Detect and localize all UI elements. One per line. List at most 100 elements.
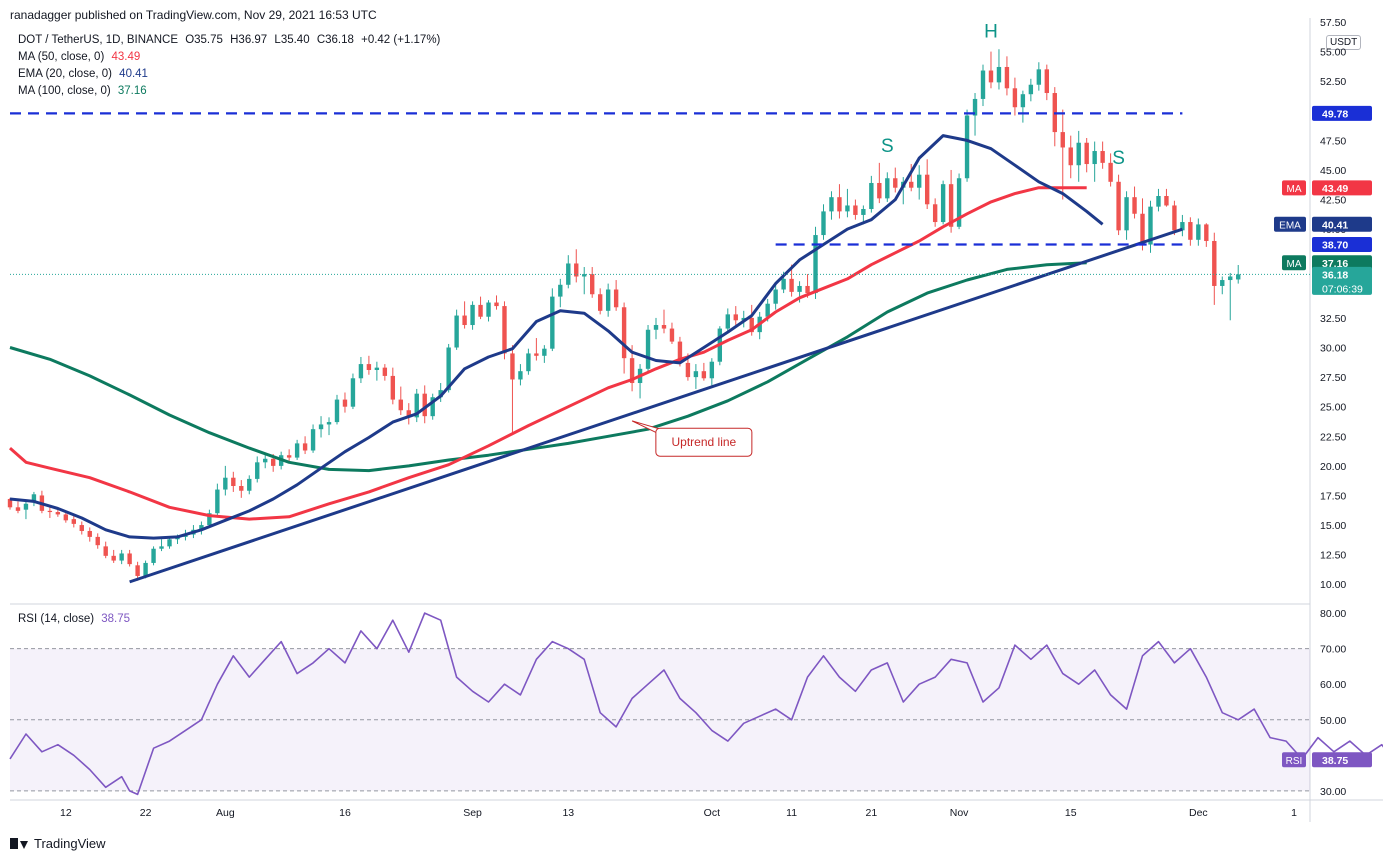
- candle-body: [7, 499, 13, 508]
- ema20-label: EMA (20, close, 0): [18, 68, 112, 80]
- ma100-legend[interactable]: MA (100, close, 0) 37.16: [18, 85, 147, 97]
- rsi-label: RSI (14, close): [18, 613, 95, 625]
- price-axis-value: 43.49: [1322, 183, 1348, 195]
- candle-body: [526, 353, 531, 372]
- indicator-tag-label: MA: [1287, 184, 1302, 195]
- candle-body: [1140, 213, 1145, 245]
- candle: [1076, 130, 1081, 182]
- candle-body: [574, 263, 579, 277]
- candle: [1124, 191, 1129, 240]
- candle-body: [917, 174, 922, 188]
- candle: [550, 288, 555, 352]
- bar-countdown: 07:06:39: [1322, 283, 1363, 295]
- candle-body: [1172, 205, 1177, 231]
- candle: [342, 392, 348, 413]
- price-axis-value: 49.78: [1322, 108, 1348, 120]
- candle: [542, 345, 547, 363]
- candle-body: [1164, 196, 1169, 206]
- indicator-tag-label: MA: [1287, 259, 1302, 270]
- time-tick-label: 16: [339, 807, 351, 819]
- candle-body: [486, 302, 491, 317]
- candle: [255, 456, 260, 483]
- candle-body: [582, 274, 587, 277]
- candle-body: [278, 455, 284, 466]
- rsi-legend[interactable]: RSI (14, close) 38.75: [18, 613, 130, 625]
- candle: [486, 300, 491, 322]
- price-tick-label: 30.00: [1320, 343, 1346, 355]
- candle-body: [677, 341, 683, 363]
- ema20-legend[interactable]: EMA (20, close, 0) 40.41: [18, 68, 148, 80]
- candle: [909, 164, 914, 192]
- candle: [558, 278, 563, 308]
- candle: [1132, 186, 1137, 219]
- candle-body: [1084, 142, 1089, 165]
- candle: [948, 169, 954, 233]
- candle: [95, 533, 100, 549]
- price-axis-tag: [1312, 266, 1372, 295]
- candle: [1164, 188, 1169, 207]
- candle: [310, 424, 316, 453]
- candle: [270, 454, 276, 472]
- candle: [813, 226, 818, 299]
- candle: [31, 491, 37, 507]
- candle-body: [1148, 206, 1153, 245]
- ma50-label: MA (50, close, 0): [18, 51, 105, 63]
- candle: [917, 165, 922, 200]
- candle: [885, 172, 890, 202]
- candle-body: [1060, 132, 1065, 148]
- candle-body: [1044, 69, 1050, 94]
- candle: [326, 417, 332, 436]
- candle: [191, 525, 196, 539]
- rsi-axis-value: 38.75: [1322, 755, 1348, 767]
- candle: [494, 295, 499, 310]
- candle-body: [693, 371, 699, 378]
- candle: [1212, 232, 1217, 305]
- candle: [183, 529, 188, 541]
- currency-badge[interactable]: USDT: [1326, 35, 1362, 50]
- candle: [47, 506, 53, 518]
- candle-body: [191, 529, 196, 535]
- candle-body: [669, 328, 675, 342]
- rsi-axis-tag: [1312, 752, 1372, 768]
- candle: [821, 204, 826, 240]
- candle: [1036, 62, 1042, 91]
- candle-body: [940, 184, 946, 223]
- candle-body: [199, 525, 204, 530]
- candle: [55, 507, 61, 517]
- candle: [637, 364, 643, 399]
- indicator-tag: [1282, 255, 1306, 271]
- candle-body: [964, 115, 970, 179]
- candle: [231, 471, 236, 492]
- candle-body: [837, 197, 842, 212]
- ma50-legend[interactable]: MA (50, close, 0) 43.49: [18, 51, 140, 63]
- candle-body: [382, 367, 388, 376]
- candle: [789, 264, 794, 297]
- open-value: O35.75: [185, 34, 223, 46]
- candle-body: [1076, 142, 1081, 166]
- candle: [151, 546, 156, 566]
- price-tick-label: 15.00: [1320, 520, 1346, 532]
- symbol-legend[interactable]: DOT / TetherUS, 1D, BINANCE O35.75 H36.9…: [18, 34, 440, 46]
- candle-body: [438, 390, 443, 398]
- rsi-tick-label: 30.00: [1320, 786, 1346, 798]
- candle: [135, 561, 140, 581]
- candle: [247, 475, 252, 495]
- candle-body: [111, 555, 116, 561]
- candle: [1052, 87, 1057, 147]
- candle-body: [430, 397, 435, 417]
- candle-body: [765, 303, 770, 317]
- candle: [207, 509, 212, 528]
- candle: [629, 345, 635, 392]
- candle: [605, 283, 611, 317]
- time-tick-label: 22: [140, 807, 152, 819]
- price-tick-label: 57.50: [1320, 17, 1346, 29]
- candle: [446, 343, 451, 393]
- candle-body: [1100, 151, 1105, 163]
- candle-body: [103, 546, 108, 556]
- candle-body: [223, 477, 228, 490]
- candle-body: [1236, 274, 1241, 280]
- indicator-tag-label: EMA: [1279, 220, 1301, 231]
- candle-body: [621, 307, 627, 359]
- tradingview-logo[interactable]: TradingView: [10, 836, 106, 851]
